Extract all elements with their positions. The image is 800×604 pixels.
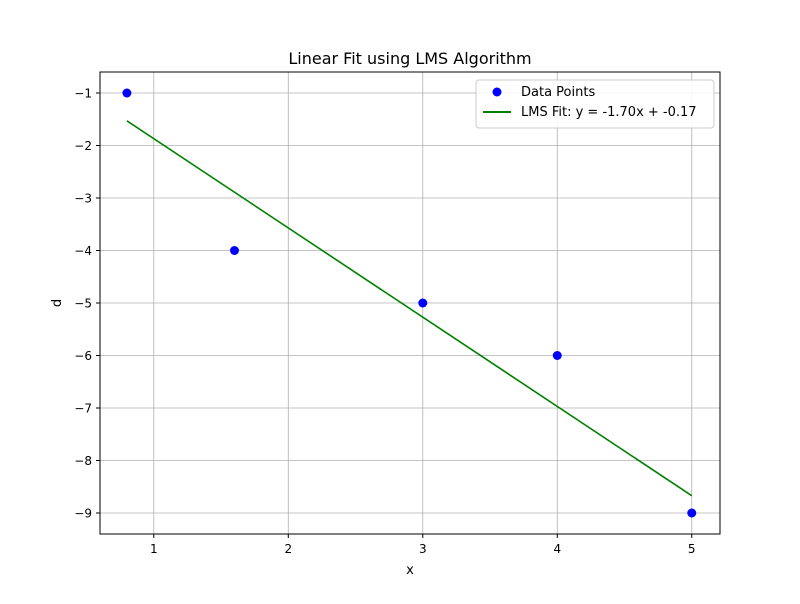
x-tick-label: 5: [688, 542, 696, 556]
y-tick-label: −7: [74, 402, 92, 416]
y-tick-label: −3: [74, 192, 92, 206]
plot-area: [122, 88, 697, 518]
y-tick-label: −1: [74, 87, 92, 101]
x-tick-label: 3: [419, 542, 427, 556]
y-axis-label: d: [50, 299, 65, 307]
data-point: [687, 508, 697, 518]
legend-label-lms-fit: LMS Fit: y = -1.70x + -0.17: [521, 105, 697, 120]
legend-box: [475, 79, 715, 129]
chart-title: Linear Fit using LMS Algorithm: [288, 49, 531, 68]
data-point: [229, 246, 239, 255]
x-axis-label: x: [406, 563, 414, 578]
y-tick-label: −6: [74, 349, 92, 363]
x-tick-label: 2: [284, 542, 292, 556]
data-point: [418, 298, 428, 308]
legend: Data Points LMS Fit: y = -1.70x + -0.17: [475, 79, 715, 129]
x-tick-label: 4: [553, 542, 561, 556]
y-tick-label: −2: [74, 139, 92, 153]
y-tick-label: −5: [74, 297, 92, 311]
x-tick-label: 1: [150, 542, 158, 556]
fit-line: [126, 120, 693, 497]
legend-marker-data-points: [492, 87, 502, 97]
legend-label-data-points: Data Points: [521, 85, 595, 100]
data-point: [122, 88, 132, 98]
data-point: [552, 351, 562, 360]
y-tick-label: −8: [74, 454, 92, 468]
y-tick-label: −4: [74, 244, 92, 258]
y-tick-label: −9: [74, 507, 92, 521]
axis-ticks: 1 2 3 4 5 −1 −2 −3 −4 −5 −6 −7 −8 −9: [74, 87, 695, 557]
grid: [100, 72, 720, 534]
